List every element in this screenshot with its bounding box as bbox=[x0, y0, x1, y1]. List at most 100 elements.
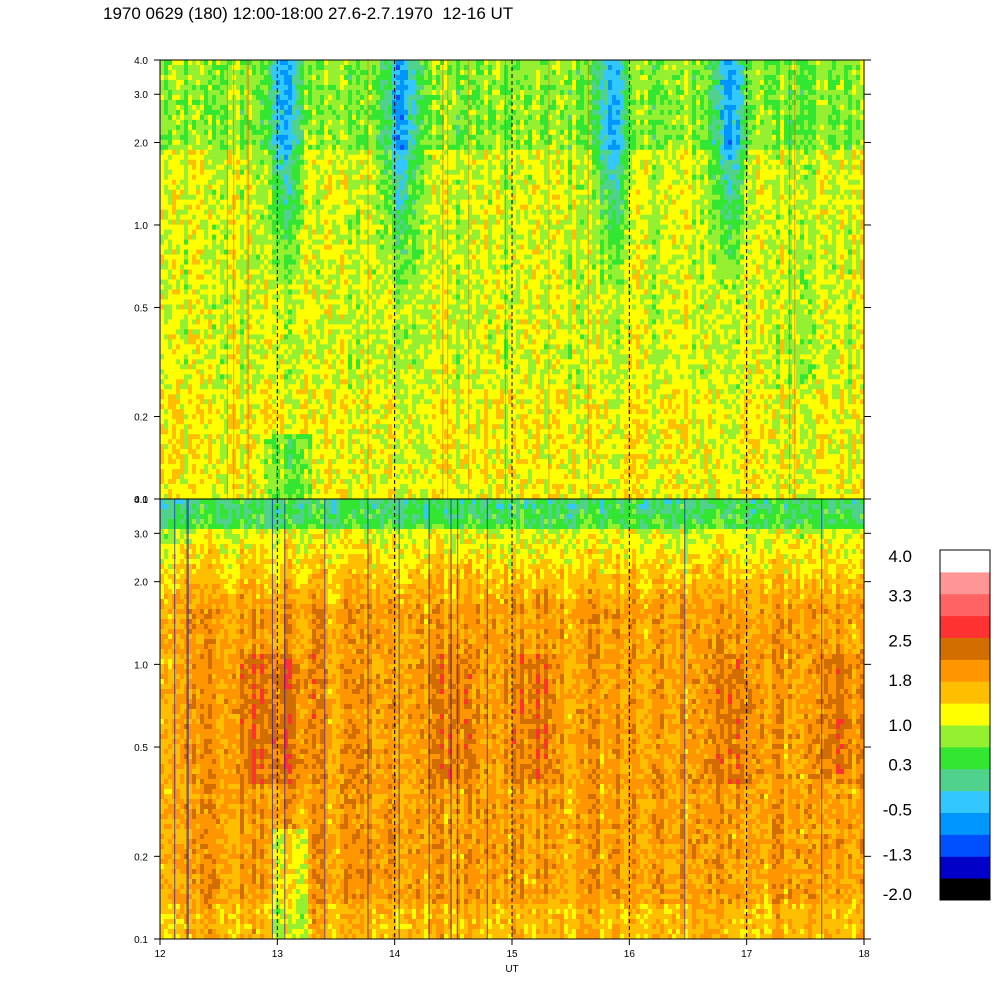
heat-cell bbox=[472, 224, 477, 231]
heat-cell bbox=[456, 239, 461, 256]
heat-cell bbox=[300, 414, 305, 420]
heat-cell bbox=[460, 169, 465, 181]
heat-cell bbox=[188, 289, 193, 301]
heat-cell bbox=[356, 484, 361, 499]
heat-cell bbox=[412, 129, 417, 141]
heat-cell bbox=[556, 114, 561, 121]
heat-cell bbox=[172, 334, 177, 340]
heat-cell bbox=[500, 354, 505, 360]
heat-cell bbox=[284, 149, 289, 156]
heat-cell bbox=[496, 349, 501, 365]
heat-cell bbox=[488, 60, 493, 66]
heat-cell bbox=[332, 389, 337, 405]
heat-cell bbox=[592, 94, 597, 101]
heat-cell bbox=[400, 414, 405, 420]
heat-cell bbox=[304, 264, 309, 281]
heat-cell bbox=[160, 369, 165, 375]
heat-cell bbox=[368, 234, 373, 246]
heat-cell bbox=[580, 259, 585, 271]
heat-cell bbox=[500, 209, 505, 216]
heat-cell bbox=[168, 479, 173, 485]
heat-cell bbox=[520, 89, 525, 101]
heat-cell bbox=[428, 304, 433, 311]
heat-cell bbox=[508, 269, 513, 286]
heat-cell bbox=[200, 99, 205, 106]
heat-cell bbox=[260, 234, 265, 256]
heat-cell bbox=[360, 169, 365, 176]
heat-cell bbox=[580, 399, 585, 405]
heat-cell bbox=[364, 434, 369, 450]
heat-cell bbox=[516, 419, 521, 450]
heat-cell bbox=[360, 344, 365, 350]
heat-cell bbox=[320, 484, 325, 499]
heat-cell bbox=[540, 204, 545, 216]
heat-cell bbox=[576, 79, 581, 96]
heat-cell bbox=[392, 99, 397, 116]
heat-cell bbox=[464, 269, 469, 276]
heat-cell bbox=[256, 324, 261, 335]
heat-cell bbox=[356, 189, 361, 196]
heat-cell bbox=[204, 269, 209, 276]
heat-cell bbox=[304, 224, 309, 231]
heat-cell bbox=[356, 224, 361, 231]
heat-cell bbox=[284, 404, 289, 425]
heat-cell bbox=[544, 359, 549, 375]
heat-cell bbox=[316, 234, 321, 241]
heat-cell bbox=[384, 424, 389, 435]
heat-cell bbox=[428, 104, 433, 111]
heat-cell bbox=[196, 459, 201, 499]
heat-cell bbox=[392, 299, 397, 306]
heat-cell bbox=[568, 119, 573, 141]
heat-cell bbox=[572, 394, 577, 400]
heat-cell bbox=[452, 204, 457, 211]
heat-cell bbox=[504, 359, 509, 365]
heat-cell bbox=[456, 189, 461, 206]
heat-cell bbox=[448, 64, 453, 76]
heat-cell bbox=[512, 369, 517, 375]
heat-cell bbox=[524, 289, 529, 311]
heat-cell bbox=[348, 109, 353, 136]
heat-cell bbox=[556, 314, 561, 321]
heat-cell bbox=[300, 379, 305, 390]
heat-cell bbox=[180, 104, 185, 111]
heat-cell bbox=[540, 249, 545, 256]
heat-cell bbox=[184, 89, 189, 116]
heat-cell bbox=[200, 294, 205, 301]
heat-cell bbox=[480, 269, 485, 281]
heat-cell bbox=[176, 494, 181, 499]
heat-cell bbox=[380, 179, 385, 186]
heat-cell bbox=[452, 374, 457, 380]
heat-cell bbox=[200, 314, 205, 340]
heat-cell bbox=[228, 274, 233, 281]
heat-cell bbox=[376, 94, 381, 101]
heat-cell bbox=[316, 404, 321, 410]
heat-cell bbox=[456, 114, 461, 121]
heat-cell bbox=[360, 489, 365, 499]
heat-cell bbox=[552, 444, 557, 455]
heat-cell bbox=[192, 104, 197, 111]
heat-cell bbox=[336, 159, 341, 171]
heat-cell bbox=[324, 449, 329, 470]
heat-cell bbox=[500, 194, 505, 211]
heat-cell bbox=[220, 364, 225, 375]
heat-cell bbox=[264, 94, 269, 121]
heat-cell bbox=[180, 364, 185, 370]
heat-cell bbox=[592, 79, 597, 96]
heat-cell bbox=[196, 454, 201, 460]
heat-cell bbox=[240, 224, 245, 251]
heat-cell bbox=[492, 389, 497, 400]
heat-cell bbox=[340, 454, 345, 460]
heat-cell bbox=[292, 60, 297, 76]
heat-cell bbox=[304, 414, 309, 435]
heat-cell bbox=[404, 249, 409, 256]
heat-cell bbox=[276, 319, 281, 345]
heat-cell bbox=[396, 254, 401, 261]
heat-cell bbox=[564, 189, 569, 196]
heat-cell bbox=[228, 60, 233, 66]
heat-cell bbox=[584, 234, 589, 241]
heat-cell bbox=[200, 289, 205, 296]
heat-cell bbox=[568, 449, 573, 465]
heat-cell bbox=[312, 354, 317, 360]
heat-cell bbox=[556, 329, 561, 345]
heat-cell bbox=[448, 144, 453, 151]
